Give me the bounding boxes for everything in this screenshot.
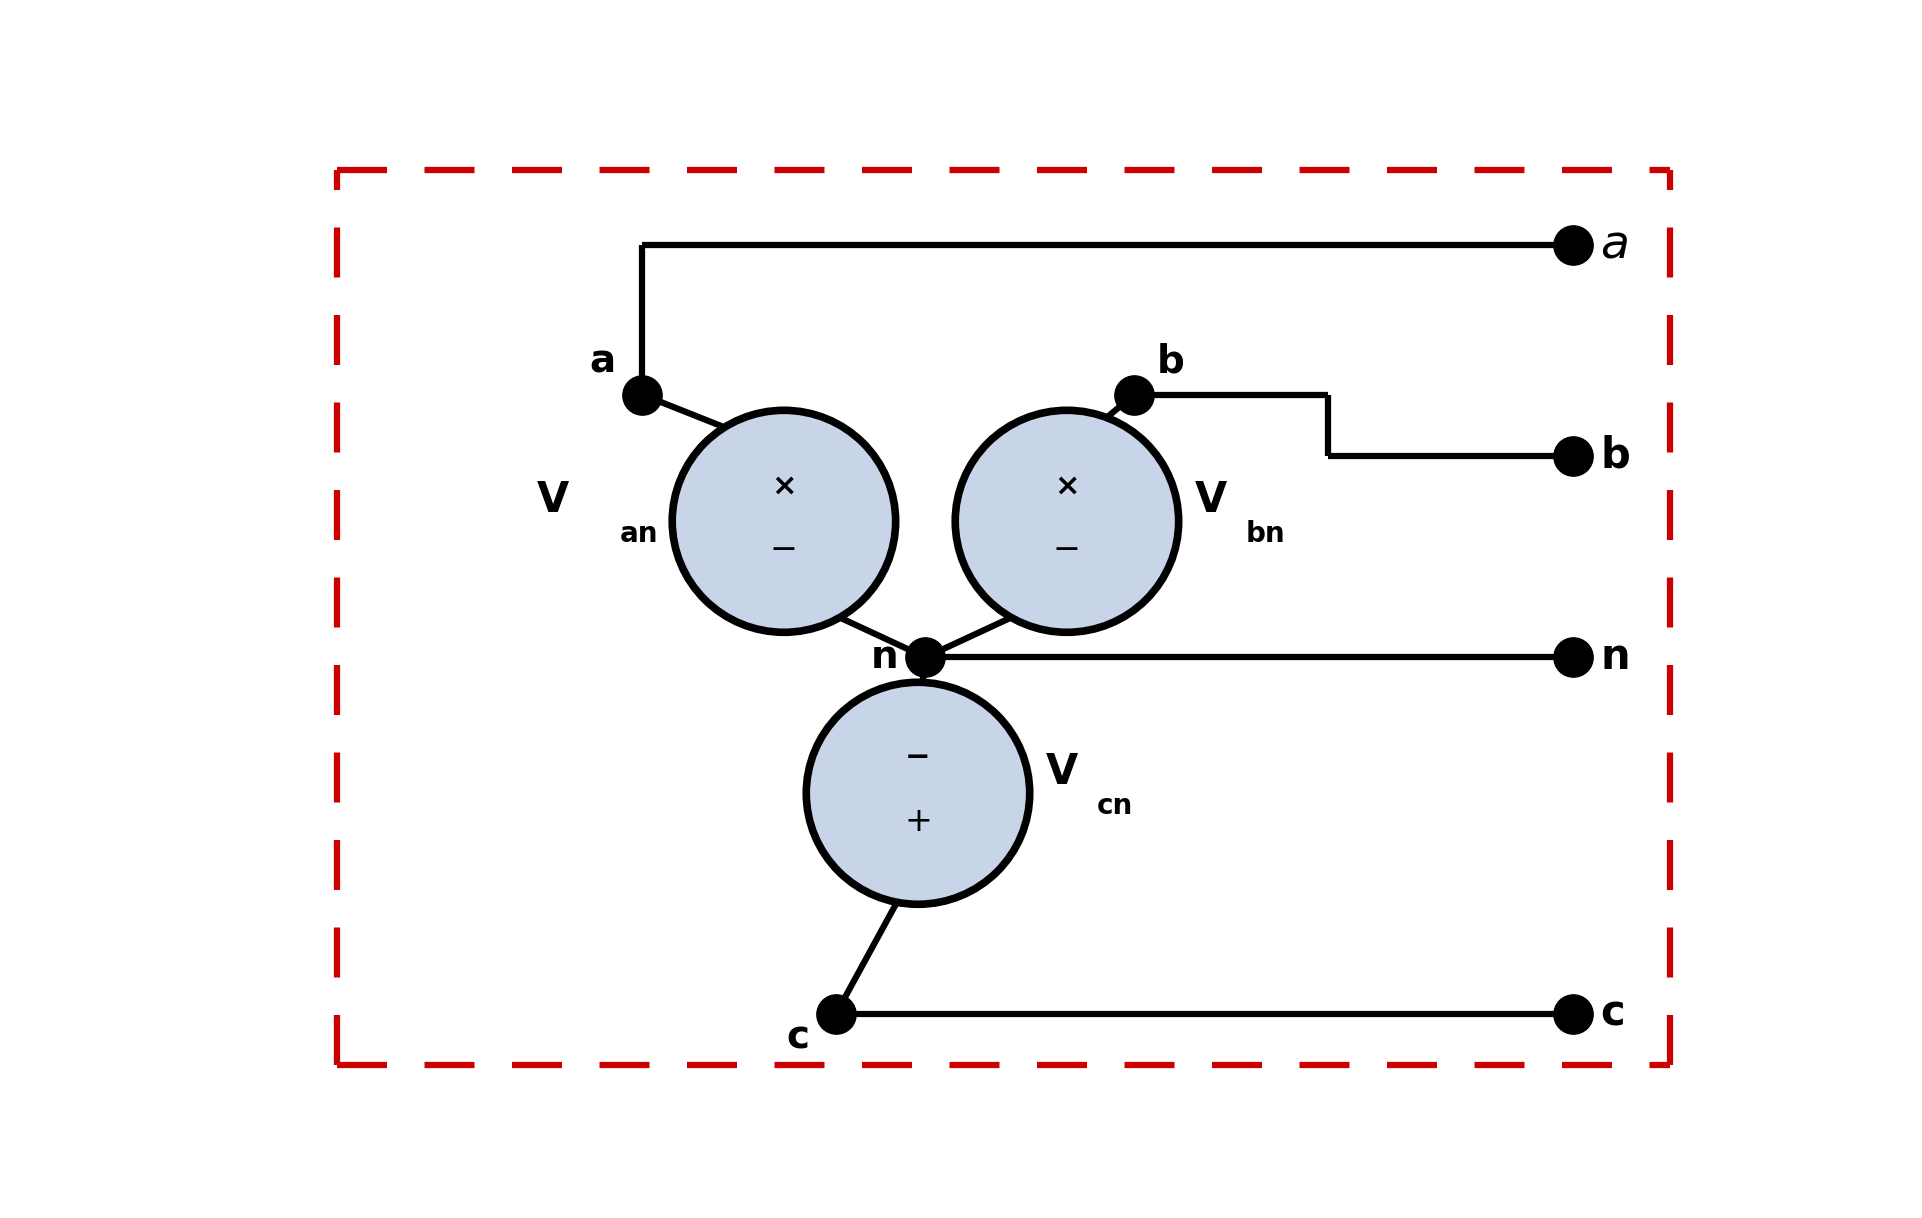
Text: $\mathbf{V}$: $\mathbf{V}$ <box>536 480 571 521</box>
Point <box>1559 1004 1589 1023</box>
Text: +: + <box>903 805 932 838</box>
Text: c: c <box>786 1018 809 1056</box>
Text: an: an <box>621 520 659 548</box>
Text: $a$: $a$ <box>1601 222 1628 267</box>
Text: ×: × <box>771 471 798 501</box>
Text: ×: × <box>1053 471 1080 501</box>
Text: $\mathbf{V}$: $\mathbf{V}$ <box>1046 752 1078 793</box>
Point <box>821 1004 851 1023</box>
Text: n: n <box>871 638 899 676</box>
Text: b: b <box>1601 435 1630 476</box>
Text: b: b <box>1157 342 1184 380</box>
Text: $\mathbf{V}$: $\mathbf{V}$ <box>1194 480 1228 521</box>
Text: bn: bn <box>1245 520 1286 548</box>
Text: −: − <box>771 532 798 565</box>
Text: −: − <box>1053 532 1080 565</box>
Text: n: n <box>1601 636 1630 678</box>
Text: a: a <box>590 342 615 380</box>
Point <box>1119 385 1149 404</box>
Point <box>1559 446 1589 465</box>
Text: cn: cn <box>1097 792 1132 820</box>
Point <box>1559 235 1589 255</box>
Ellipse shape <box>673 410 896 632</box>
Ellipse shape <box>807 682 1030 904</box>
Ellipse shape <box>955 410 1178 632</box>
Text: c: c <box>1601 993 1624 1034</box>
Text: −: − <box>905 743 930 772</box>
Point <box>911 648 942 667</box>
Point <box>1559 648 1589 667</box>
Point <box>627 385 657 404</box>
